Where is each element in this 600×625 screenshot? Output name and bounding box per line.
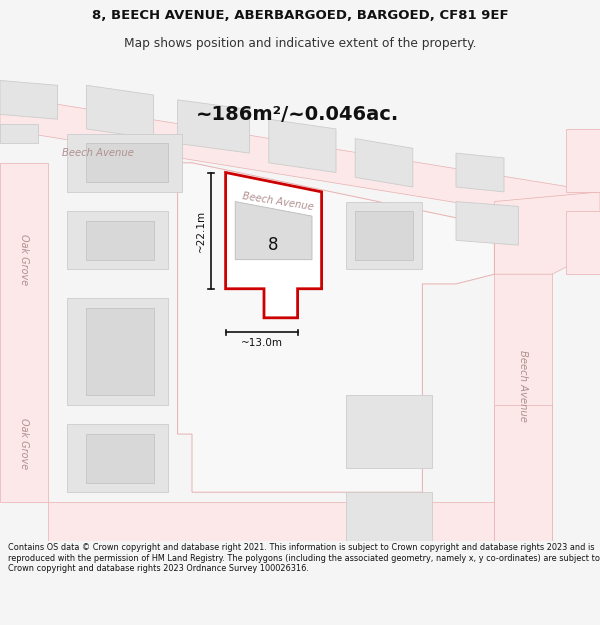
Text: Beech Avenue: Beech Avenue: [518, 350, 528, 421]
Polygon shape: [566, 211, 600, 274]
Polygon shape: [86, 85, 154, 139]
Text: Oak Grove: Oak Grove: [19, 234, 29, 285]
Polygon shape: [67, 298, 168, 405]
Polygon shape: [86, 143, 168, 182]
Polygon shape: [0, 95, 600, 226]
Polygon shape: [456, 201, 518, 245]
Polygon shape: [178, 100, 250, 153]
Text: ~186m²/~0.046ac.: ~186m²/~0.046ac.: [196, 105, 399, 124]
Polygon shape: [67, 211, 168, 269]
Polygon shape: [355, 211, 413, 260]
Polygon shape: [67, 134, 182, 192]
Polygon shape: [86, 308, 154, 396]
Polygon shape: [494, 405, 552, 541]
Text: 8: 8: [268, 236, 279, 254]
Polygon shape: [86, 221, 154, 260]
Text: ~13.0m: ~13.0m: [241, 338, 283, 348]
Polygon shape: [0, 124, 38, 143]
Polygon shape: [346, 492, 432, 541]
Polygon shape: [346, 396, 432, 468]
Polygon shape: [235, 201, 312, 260]
Text: Map shows position and indicative extent of the property.: Map shows position and indicative extent…: [124, 38, 476, 51]
Polygon shape: [566, 129, 600, 192]
Polygon shape: [269, 119, 336, 172]
Text: Oak Grove: Oak Grove: [19, 418, 29, 469]
Text: Beech Avenue: Beech Avenue: [242, 191, 314, 212]
Polygon shape: [67, 424, 168, 493]
Polygon shape: [0, 162, 48, 502]
Polygon shape: [178, 162, 494, 492]
Polygon shape: [226, 173, 322, 318]
Polygon shape: [346, 201, 422, 269]
Polygon shape: [86, 434, 154, 482]
Polygon shape: [48, 502, 494, 541]
Text: Beech Avenue: Beech Avenue: [62, 148, 134, 158]
Text: Contains OS data © Crown copyright and database right 2021. This information is : Contains OS data © Crown copyright and d…: [8, 543, 600, 573]
Text: ~22.1m: ~22.1m: [196, 209, 205, 252]
Polygon shape: [456, 153, 504, 192]
Polygon shape: [355, 139, 413, 187]
Polygon shape: [0, 81, 58, 119]
Polygon shape: [494, 192, 600, 274]
Polygon shape: [494, 226, 552, 541]
Text: 8, BEECH AVENUE, ABERBARGOED, BARGOED, CF81 9EF: 8, BEECH AVENUE, ABERBARGOED, BARGOED, C…: [92, 9, 508, 22]
